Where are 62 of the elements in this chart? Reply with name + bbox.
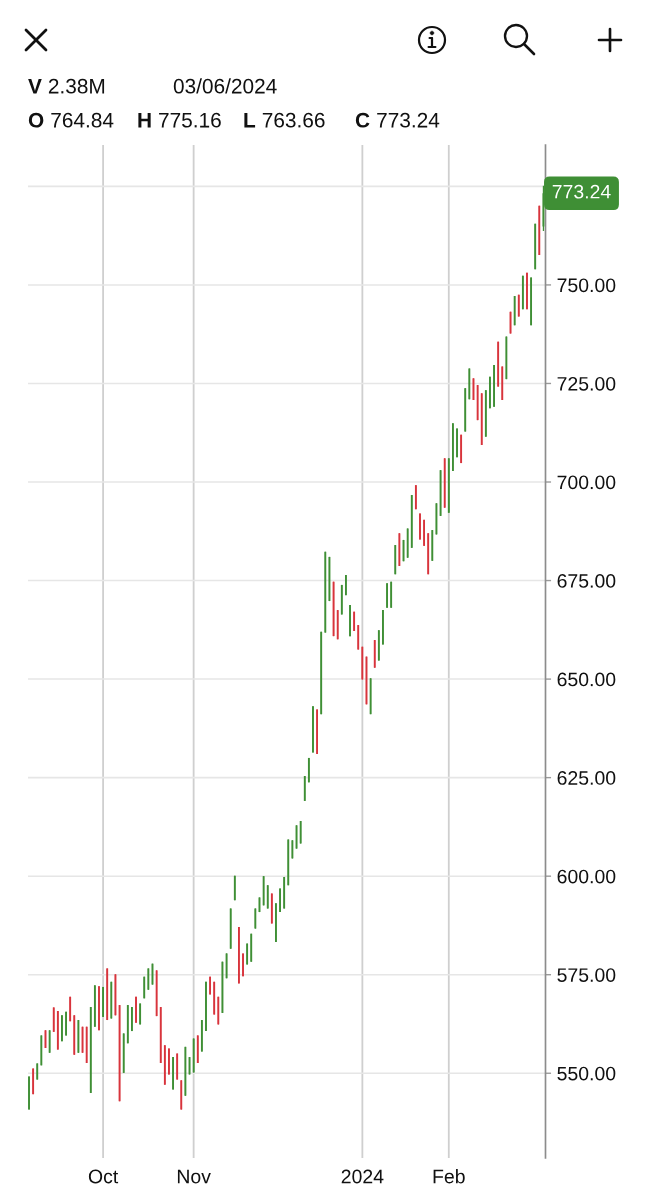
candlestick: [349, 604, 351, 637]
candlestick: [386, 582, 388, 609]
text: L 763.66: [244, 112, 325, 128]
candlestick: [423, 519, 426, 547]
candlestick: [398, 532, 401, 567]
candlestick: [130, 1006, 133, 1032]
text: H 775.16: [138, 112, 221, 128]
text: O 764.84: [28, 112, 114, 128]
candlestick: [493, 364, 495, 408]
candlestick: [254, 907, 257, 930]
text: V 2.38M: [28, 78, 105, 94]
candlestick: [279, 887, 281, 913]
text: 773.24: [552, 184, 611, 199]
candlestick: [365, 655, 368, 705]
candlestick: [61, 1014, 63, 1042]
candlestick: [262, 875, 265, 906]
candlestick: [344, 574, 347, 596]
text: C 773.24: [355, 112, 440, 128]
candlestick: [205, 981, 207, 1032]
candlestick: [451, 422, 454, 472]
y-tick-label: 750.00: [557, 278, 616, 293]
candlestick: [505, 335, 508, 380]
candlestick: [328, 556, 331, 602]
candlestick: [402, 539, 405, 562]
candlestick: [530, 276, 533, 326]
y-tick-label: 600.00: [557, 869, 616, 884]
candlestick: [135, 996, 137, 1024]
candlestick: [526, 272, 528, 310]
candlestick: [489, 376, 491, 409]
candlestick: [242, 952, 244, 977]
y-tick-label: 625.00: [557, 771, 616, 785]
x-tick-label: Nov: [177, 1169, 211, 1184]
candlestick: [172, 1056, 174, 1091]
y-tick-label: 725.00: [557, 376, 616, 391]
x-tick-label: Feb: [433, 1169, 465, 1184]
text: 03/06/2024: [173, 78, 277, 94]
y-tick-label: 550.00: [557, 1066, 616, 1081]
candlestick: [332, 581, 335, 637]
x-tick-label: 2024: [341, 1169, 384, 1184]
y-tick-label: 700.00: [557, 475, 616, 490]
candlestick: [155, 969, 158, 1017]
candlestick: [48, 1029, 51, 1054]
candlestick: [168, 1047, 170, 1076]
candlestick: [369, 677, 372, 715]
candlestick: [312, 705, 314, 754]
candlestick: [275, 902, 277, 943]
candlestick: [476, 384, 479, 421]
candlestick: [237, 926, 240, 985]
candlestick: [98, 985, 100, 1031]
y-tick-label: 675.00: [557, 574, 616, 588]
candlestick: [291, 839, 294, 860]
candlestick: [419, 512, 421, 541]
candlestick: [65, 1011, 67, 1037]
candlestick: [28, 1075, 30, 1111]
y-tick-label: 650.00: [557, 672, 616, 687]
candlestick: [382, 609, 384, 646]
candlestick: [147, 967, 150, 991]
candlestick: [456, 427, 458, 458]
x-tick-label: Oct: [88, 1169, 119, 1184]
candlestick: [77, 1019, 80, 1054]
candlestick: [184, 1046, 187, 1097]
y-tick-label: 575.00: [557, 968, 616, 982]
